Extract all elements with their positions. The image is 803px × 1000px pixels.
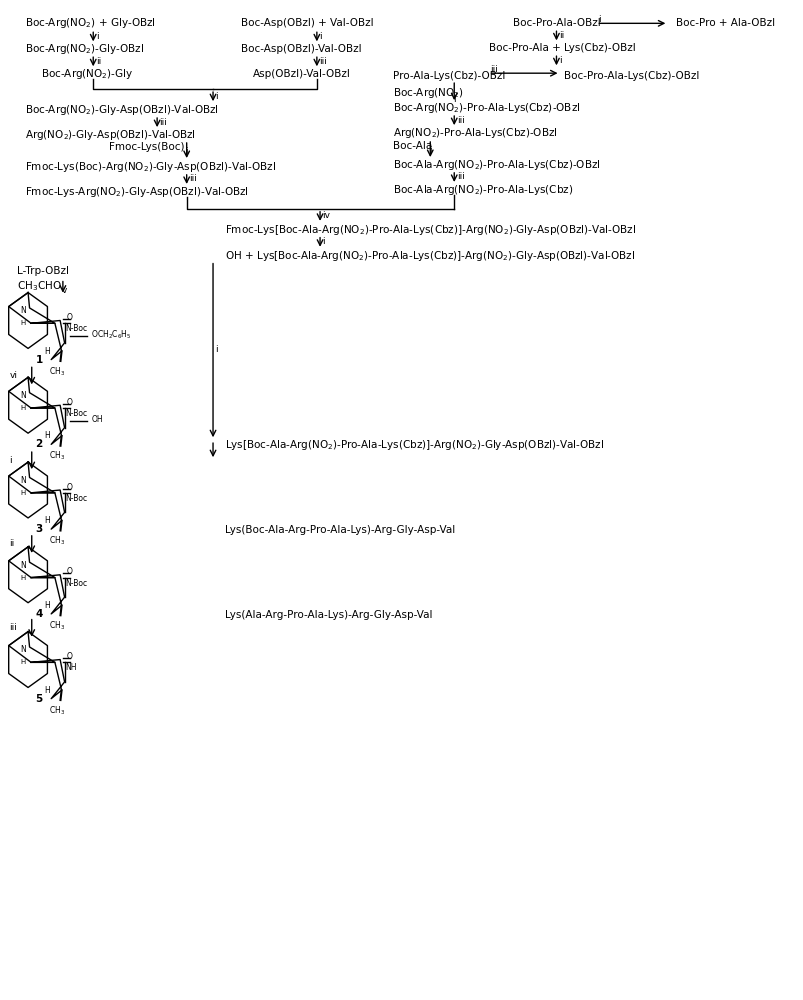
- Text: H: H: [20, 659, 26, 665]
- Text: i: i: [96, 32, 98, 41]
- Text: ii: ii: [558, 31, 564, 40]
- Text: CH$_3$: CH$_3$: [49, 535, 65, 547]
- Text: Lys(Ala-Arg-Pro-Ala-Lys)-Arg-Gly-Asp-Val: Lys(Ala-Arg-Pro-Ala-Lys)-Arg-Gly-Asp-Val: [225, 610, 432, 620]
- Text: Boc-Pro + Ala-OBzl: Boc-Pro + Ala-OBzl: [675, 18, 774, 28]
- Text: 5: 5: [35, 694, 43, 704]
- Text: v: v: [61, 286, 67, 295]
- Text: ii: ii: [96, 57, 100, 66]
- Text: 1: 1: [35, 355, 43, 365]
- Text: iii: iii: [490, 65, 497, 74]
- Text: H: H: [20, 405, 26, 411]
- Text: Boc-Ala: Boc-Ala: [392, 141, 431, 151]
- Text: N-Boc: N-Boc: [66, 409, 88, 418]
- Text: iii: iii: [456, 116, 464, 125]
- Text: N: N: [20, 476, 26, 485]
- Text: i: i: [597, 15, 600, 24]
- Text: Fmoc-Lys(Boc): Fmoc-Lys(Boc): [109, 142, 185, 152]
- Text: CH$_3$: CH$_3$: [49, 365, 65, 378]
- Text: i: i: [215, 92, 218, 101]
- Text: i: i: [185, 147, 187, 156]
- Text: O: O: [66, 567, 72, 576]
- Text: O: O: [66, 652, 72, 661]
- Text: Pro-Ala-Lys(Cbz)-OBzl: Pro-Ala-Lys(Cbz)-OBzl: [392, 71, 504, 81]
- Text: iii: iii: [456, 172, 464, 181]
- Text: H: H: [44, 347, 50, 356]
- Text: N-Boc: N-Boc: [66, 579, 88, 588]
- Text: O: O: [66, 483, 72, 492]
- Text: Lys(Boc-Ala-Arg-Pro-Ala-Lys)-Arg-Gly-Asp-Val: Lys(Boc-Ala-Arg-Pro-Ala-Lys)-Arg-Gly-Asp…: [225, 525, 454, 535]
- Text: OH + Lys[Boc-Ala-Arg(NO$_2$)-Pro-Ala-Lys(Cbz)]-Arg(NO$_2$)-Gly-Asp(OBzl)-Val-OBz: OH + Lys[Boc-Ala-Arg(NO$_2$)-Pro-Ala-Lys…: [225, 249, 634, 263]
- Text: i: i: [10, 456, 12, 465]
- Text: Boc-Pro-Ala-Lys(Cbz)-OBzl: Boc-Pro-Ala-Lys(Cbz)-OBzl: [564, 71, 699, 81]
- Text: i: i: [452, 95, 454, 104]
- Text: Boc-Arg(NO$_2$) + Gly-OBzl: Boc-Arg(NO$_2$) + Gly-OBzl: [26, 16, 156, 30]
- Text: H: H: [20, 490, 26, 496]
- Text: i: i: [319, 32, 321, 41]
- Text: i: i: [428, 146, 430, 155]
- Text: OH: OH: [92, 415, 103, 424]
- Text: Fmoc-Lys(Boc)-Arg(NO$_2$)-Gly-Asp(OBzl)-Val-OBzl: Fmoc-Lys(Boc)-Arg(NO$_2$)-Gly-Asp(OBzl)-…: [26, 160, 276, 174]
- Text: 3: 3: [35, 524, 43, 534]
- Text: i: i: [558, 56, 560, 65]
- Text: i: i: [215, 345, 218, 354]
- Text: Boc-Ala-Arg(NO$_2$)-Pro-Ala-Lys(Cbz): Boc-Ala-Arg(NO$_2$)-Pro-Ala-Lys(Cbz): [392, 183, 573, 197]
- Text: N-Boc: N-Boc: [66, 494, 88, 503]
- Text: N-Boc: N-Boc: [66, 324, 88, 333]
- Text: i: i: [322, 237, 324, 246]
- Text: Boc-Arg(NO$_2$)-Gly-Asp(OBzl)-Val-OBzl: Boc-Arg(NO$_2$)-Gly-Asp(OBzl)-Val-OBzl: [26, 103, 219, 117]
- Text: CH$_3$: CH$_3$: [49, 450, 65, 462]
- Text: Boc-Asp(OBzl) + Val-OBzl: Boc-Asp(OBzl) + Val-OBzl: [241, 18, 373, 28]
- Text: Arg(NO$_2$)-Pro-Ala-Lys(Cbz)-OBzl: Arg(NO$_2$)-Pro-Ala-Lys(Cbz)-OBzl: [392, 126, 556, 140]
- Text: 4: 4: [35, 609, 43, 619]
- Text: H: H: [44, 431, 50, 440]
- Text: 2: 2: [35, 439, 43, 449]
- Text: Boc-Asp(OBzl)-Val-OBzl: Boc-Asp(OBzl)-Val-OBzl: [241, 44, 361, 54]
- Text: Arg(NO$_2$)-Gly-Asp(OBzl)-Val-OBzl: Arg(NO$_2$)-Gly-Asp(OBzl)-Val-OBzl: [26, 128, 196, 142]
- Text: Boc-Arg(NO$_2$): Boc-Arg(NO$_2$): [392, 86, 463, 100]
- Text: H: H: [44, 686, 50, 695]
- Text: N: N: [20, 306, 26, 315]
- Text: iii: iii: [10, 623, 17, 632]
- Text: vi: vi: [10, 371, 18, 380]
- Text: Fmoc-Lys[Boc-Ala-Arg(NO$_2$)-Pro-Ala-Lys(Cbz)]-Arg(NO$_2$)-Gly-Asp(OBzl)-Val-OBz: Fmoc-Lys[Boc-Ala-Arg(NO$_2$)-Pro-Ala-Lys…: [225, 223, 635, 237]
- Text: Fmoc-Lys-Arg(NO$_2$)-Gly-Asp(OBzl)-Val-OBzl: Fmoc-Lys-Arg(NO$_2$)-Gly-Asp(OBzl)-Val-O…: [26, 185, 249, 199]
- Text: CH$_3$CHO: CH$_3$CHO: [18, 280, 62, 293]
- Text: Lys[Boc-Ala-Arg(NO$_2$)-Pro-Ala-Lys(Cbz)]-Arg(NO$_2$)-Gly-Asp(OBzl)-Val-OBzl: Lys[Boc-Ala-Arg(NO$_2$)-Pro-Ala-Lys(Cbz)…: [225, 438, 603, 452]
- Text: O: O: [66, 398, 72, 407]
- Text: N: N: [20, 561, 26, 570]
- Text: NH: NH: [66, 663, 77, 672]
- Text: Boc-Arg(NO$_2$)-Gly: Boc-Arg(NO$_2$)-Gly: [41, 67, 133, 81]
- Text: Boc-Ala-Arg(NO$_2$)-Pro-Ala-Lys(Cbz)-OBzl: Boc-Ala-Arg(NO$_2$)-Pro-Ala-Lys(Cbz)-OBz…: [392, 158, 600, 172]
- Text: N: N: [20, 645, 26, 654]
- Text: iii: iii: [159, 118, 167, 127]
- Text: Boc-Arg(NO$_2$)-Pro-Ala-Lys(Cbz)-OBzl: Boc-Arg(NO$_2$)-Pro-Ala-Lys(Cbz)-OBzl: [392, 101, 580, 115]
- Text: iii: iii: [189, 174, 197, 183]
- Text: Boc-Arg(NO$_2$)-Gly-OBzl: Boc-Arg(NO$_2$)-Gly-OBzl: [26, 42, 145, 56]
- Text: OCH$_2$C$_6$H$_5$: OCH$_2$C$_6$H$_5$: [92, 328, 132, 341]
- Text: H: H: [20, 575, 26, 581]
- Text: H: H: [44, 516, 50, 525]
- Text: CH$_3$: CH$_3$: [49, 704, 65, 717]
- Text: iii: iii: [319, 57, 327, 66]
- Text: O: O: [66, 313, 72, 322]
- Text: CH$_3$: CH$_3$: [49, 619, 65, 632]
- Text: H: H: [44, 601, 50, 610]
- Text: ii: ii: [10, 539, 14, 548]
- Text: Boc-Pro-Ala-OBzl: Boc-Pro-Ala-OBzl: [512, 18, 600, 28]
- Text: Boc-Pro-Ala + Lys(Cbz)-OBzl: Boc-Pro-Ala + Lys(Cbz)-OBzl: [488, 43, 634, 53]
- Text: Asp(OBzl)-Val-OBzl: Asp(OBzl)-Val-OBzl: [253, 69, 350, 79]
- Text: N: N: [20, 391, 26, 400]
- Text: iv: iv: [322, 211, 330, 220]
- Text: L-Trp-OBzl: L-Trp-OBzl: [18, 266, 69, 276]
- Text: H: H: [20, 320, 26, 326]
